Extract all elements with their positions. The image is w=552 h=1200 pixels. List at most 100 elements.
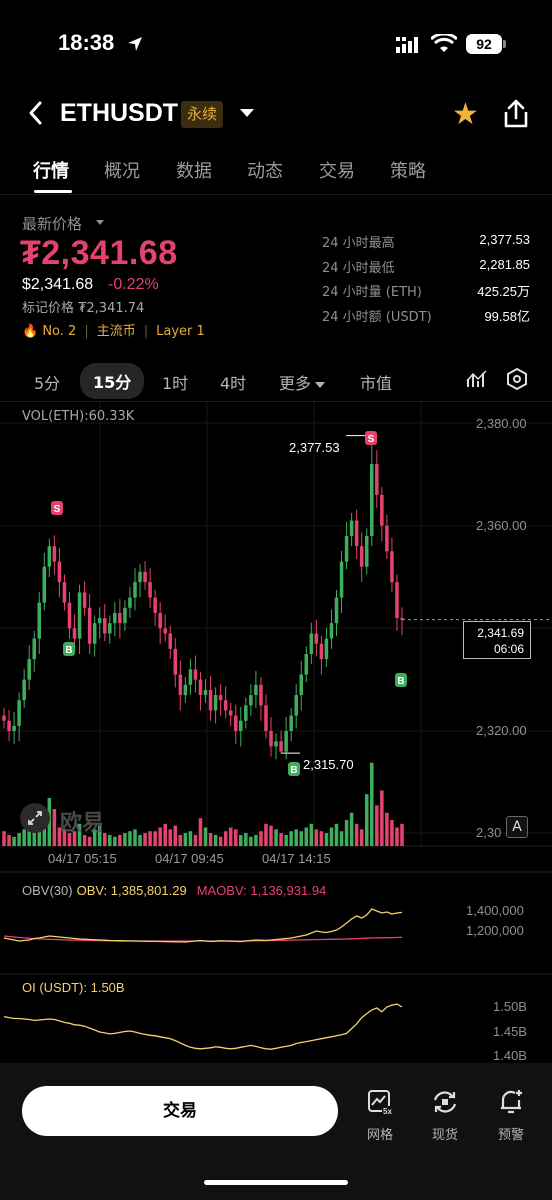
volume-bar (269, 825, 273, 846)
pair-title[interactable]: ETHUSDT (60, 99, 179, 127)
battery-tip (503, 40, 506, 48)
volume-bar (158, 827, 162, 846)
volume-bar (128, 831, 132, 846)
volume-bar (364, 794, 369, 846)
volume-bar (400, 823, 404, 846)
candle-body (163, 628, 167, 634)
tab-strategy[interactable]: 策略 (390, 161, 426, 182)
candle-body (12, 725, 16, 731)
candle-body (17, 700, 21, 726)
volume-bar (193, 834, 198, 846)
candle-body (82, 592, 87, 608)
rank-tag[interactable]: No. 2 (42, 324, 77, 339)
battery-indicator: 92 (466, 34, 502, 54)
candle-body (339, 561, 344, 598)
candle-body (254, 684, 258, 696)
buy-marker (395, 673, 407, 687)
volume-bar (118, 834, 122, 846)
oi-legend: OI (USDT): 1.50B (22, 980, 125, 995)
settings-hexagon-icon[interactable] (507, 368, 527, 390)
swap-icon (433, 1091, 457, 1113)
volume-bar (77, 823, 82, 846)
obv-y-label: 1,400,000 (466, 903, 524, 918)
candle-body (2, 715, 6, 721)
stat-label: 24 小时量 (ETH) (322, 285, 422, 300)
buy-marker (288, 762, 300, 776)
candle-body (319, 643, 324, 660)
okx-watermark: 欧易 (60, 811, 105, 836)
coin-tags: 🔥 No. 2 | 主流币 | Layer 1 (22, 324, 205, 339)
divider (0, 401, 552, 402)
candle-body (314, 633, 319, 644)
volume-bar (102, 833, 107, 846)
candle-body (284, 731, 288, 752)
candle-body (370, 464, 374, 536)
category-tag[interactable]: 主流币 (96, 324, 136, 339)
volume-bar (264, 823, 268, 846)
last-price: ₮2,341.68 (20, 234, 178, 272)
nav-label: 现货 (431, 1128, 458, 1143)
volume-bar (32, 827, 36, 846)
nav-spot[interactable]: 现货 (420, 1088, 470, 1143)
tab-data[interactable]: 数据 (176, 161, 212, 182)
indicator-icon[interactable] (466, 369, 488, 389)
trade-button[interactable]: 交易 (22, 1086, 338, 1136)
back-button[interactable] (26, 100, 46, 132)
y-axis-label: 2,380.00 (476, 416, 527, 431)
perpetual-badge: 永续 (181, 101, 224, 128)
tab-trade[interactable]: 交易 (319, 161, 355, 182)
latest-price-label[interactable]: 最新价格 (22, 215, 83, 233)
pair-dropdown-icon[interactable] (240, 109, 254, 117)
location-arrow-icon (128, 37, 142, 51)
obv-line (3, 908, 403, 943)
candle-body (309, 633, 314, 654)
tab-feed[interactable]: 动态 (247, 161, 283, 182)
tab-overview[interactable]: 概况 (104, 161, 140, 182)
candle-body (385, 525, 389, 552)
buy-marker-label: B (65, 645, 72, 656)
buy-marker-label: B (397, 676, 404, 687)
interval-1h[interactable]: 1时 (162, 374, 189, 393)
candle-body (400, 618, 404, 620)
interval-4h[interactable]: 4时 (220, 374, 247, 393)
active-tab-indicator (34, 190, 72, 193)
buy-marker-label: B (290, 765, 297, 776)
usd-price: $2,341.68 (22, 276, 94, 293)
volume-bar (153, 831, 157, 846)
candle-body (22, 679, 26, 701)
stat-high: 24 小时最高 2,377.53 (322, 232, 530, 257)
auto-scale-button[interactable]: A (506, 816, 528, 838)
tab-market[interactable]: 行情 (33, 161, 69, 182)
volume-bar (314, 829, 319, 846)
expand-icon (28, 811, 42, 825)
volume-bar (62, 829, 67, 846)
share-icon[interactable] (500, 98, 532, 130)
candle-body (349, 520, 354, 536)
interval-more[interactable]: 更多 (279, 370, 326, 394)
fullscreen-button[interactable] (20, 803, 50, 833)
candle-body (193, 669, 198, 680)
volume-bar (163, 823, 167, 846)
candle-body (123, 607, 127, 624)
latest-price-dropdown-icon[interactable] (96, 220, 104, 225)
volume-bar (143, 833, 147, 846)
y-axis-label: 2,320.00 (476, 723, 527, 738)
oi-y-label: 1.40B (493, 1048, 527, 1063)
stat-label: 24 小时最高 (322, 236, 395, 251)
volume-bar (92, 829, 97, 846)
y-axis-label: 2,30 (476, 825, 502, 840)
interval-5m[interactable]: 5分 (34, 374, 61, 393)
interval-selector: 5分 15分 1时 4时 更多 市值 (0, 362, 552, 399)
candle-body (188, 669, 193, 685)
volume-bar (198, 818, 203, 846)
nav-alert[interactable]: 预警 (486, 1088, 536, 1143)
status-time: 18:38 (58, 30, 115, 55)
layer-tag[interactable]: Layer 1 (156, 324, 205, 339)
interval-15m[interactable]: 15分 (80, 363, 145, 399)
candle-body (239, 720, 243, 731)
market-cap-toggle[interactable]: 市值 (360, 374, 393, 393)
nav-grid[interactable]: 5x 网格 (355, 1088, 405, 1143)
price-chart[interactable]: S B S B B (0, 402, 552, 1064)
obv-title: OBV(30) (22, 883, 73, 898)
favorite-star-icon[interactable]: ★ (452, 97, 479, 132)
